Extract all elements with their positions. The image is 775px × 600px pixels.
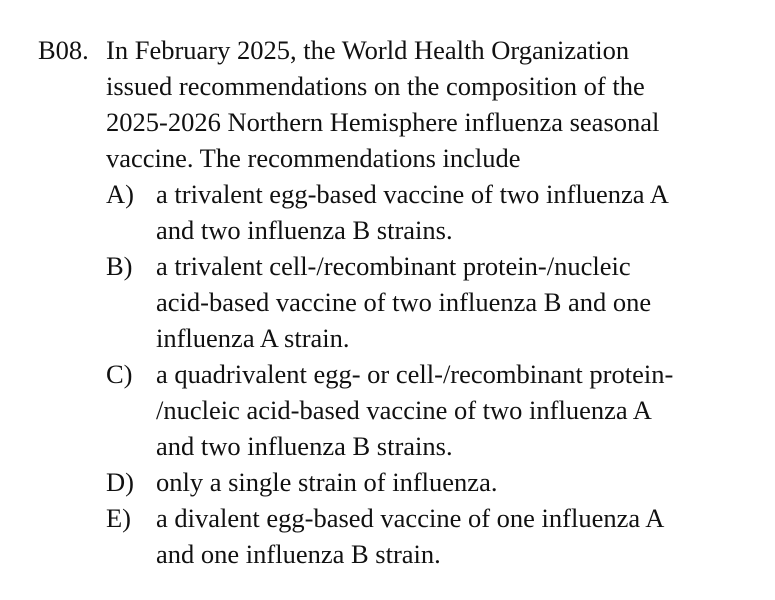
choice-text: a divalent egg-based vaccine of one infl… <box>156 500 763 572</box>
choice-letter: C) <box>106 359 133 389</box>
question-stem-line: vaccine. The recommendations include <box>106 143 521 173</box>
choice-text: a quadrivalent egg- or cell-/recombinant… <box>156 356 763 464</box>
question-block: B08. In February 2025, the World Health … <box>38 32 763 572</box>
choice-text-line: and one influenza B strain. <box>156 539 441 569</box>
choice-text-line: acid-based vaccine of two influenza B an… <box>156 287 652 317</box>
choice-text: a trivalent egg-based vaccine of two inf… <box>156 176 763 248</box>
choice-text-line: a quadrivalent egg- or cell-/recombinant… <box>156 359 674 389</box>
answer-choice-c: C) a quadrivalent egg- or cell-/recombin… <box>106 356 763 464</box>
choice-text-line: only a single strain of influenza. <box>156 467 498 497</box>
question-stem-line: issued recommendations on the compositio… <box>106 71 645 101</box>
choice-text-line: a divalent egg-based vaccine of one infl… <box>156 503 665 533</box>
answer-choice-b: B) a trivalent cell-/recombinant protein… <box>106 248 763 356</box>
choice-text-line: a trivalent cell-/recombinant protein-/n… <box>156 251 631 281</box>
question-row: B08. In February 2025, the World Health … <box>38 32 763 572</box>
choice-text-line: and two influenza B strains. <box>156 215 453 245</box>
choice-text-line: and two influenza B strains. <box>156 431 453 461</box>
choice-text: only a single strain of influenza. <box>156 464 763 500</box>
answer-choice-e: E) a divalent egg-based vaccine of one i… <box>106 500 763 572</box>
choice-text-line: /nucleic acid-based vaccine of two influ… <box>156 395 652 425</box>
choice-letter: E) <box>106 503 132 533</box>
choice-text-line: influenza A strain. <box>156 323 350 353</box>
choice-text: a trivalent cell-/recombinant protein-/n… <box>156 248 763 356</box>
choice-letter: D) <box>106 467 134 497</box>
question-stem-line: In February 2025, the World Health Organ… <box>106 35 630 65</box>
answer-choice-d: D) only a single strain of influenza. <box>106 464 763 500</box>
answer-choices-list: A) a trivalent egg-based vaccine of two … <box>106 176 763 572</box>
choice-text-line: a trivalent egg-based vaccine of two inf… <box>156 179 669 209</box>
choice-letter: B) <box>106 251 133 281</box>
question-stem-line: 2025-2026 Northern Hemisphere influenza … <box>106 107 660 137</box>
question-number: B08. <box>38 35 89 65</box>
answer-choice-a: A) a trivalent egg-based vaccine of two … <box>106 176 763 248</box>
choice-letter: A) <box>106 179 134 209</box>
question-stem: In February 2025, the World Health Organ… <box>106 32 763 176</box>
question-body: In February 2025, the World Health Organ… <box>106 32 763 572</box>
